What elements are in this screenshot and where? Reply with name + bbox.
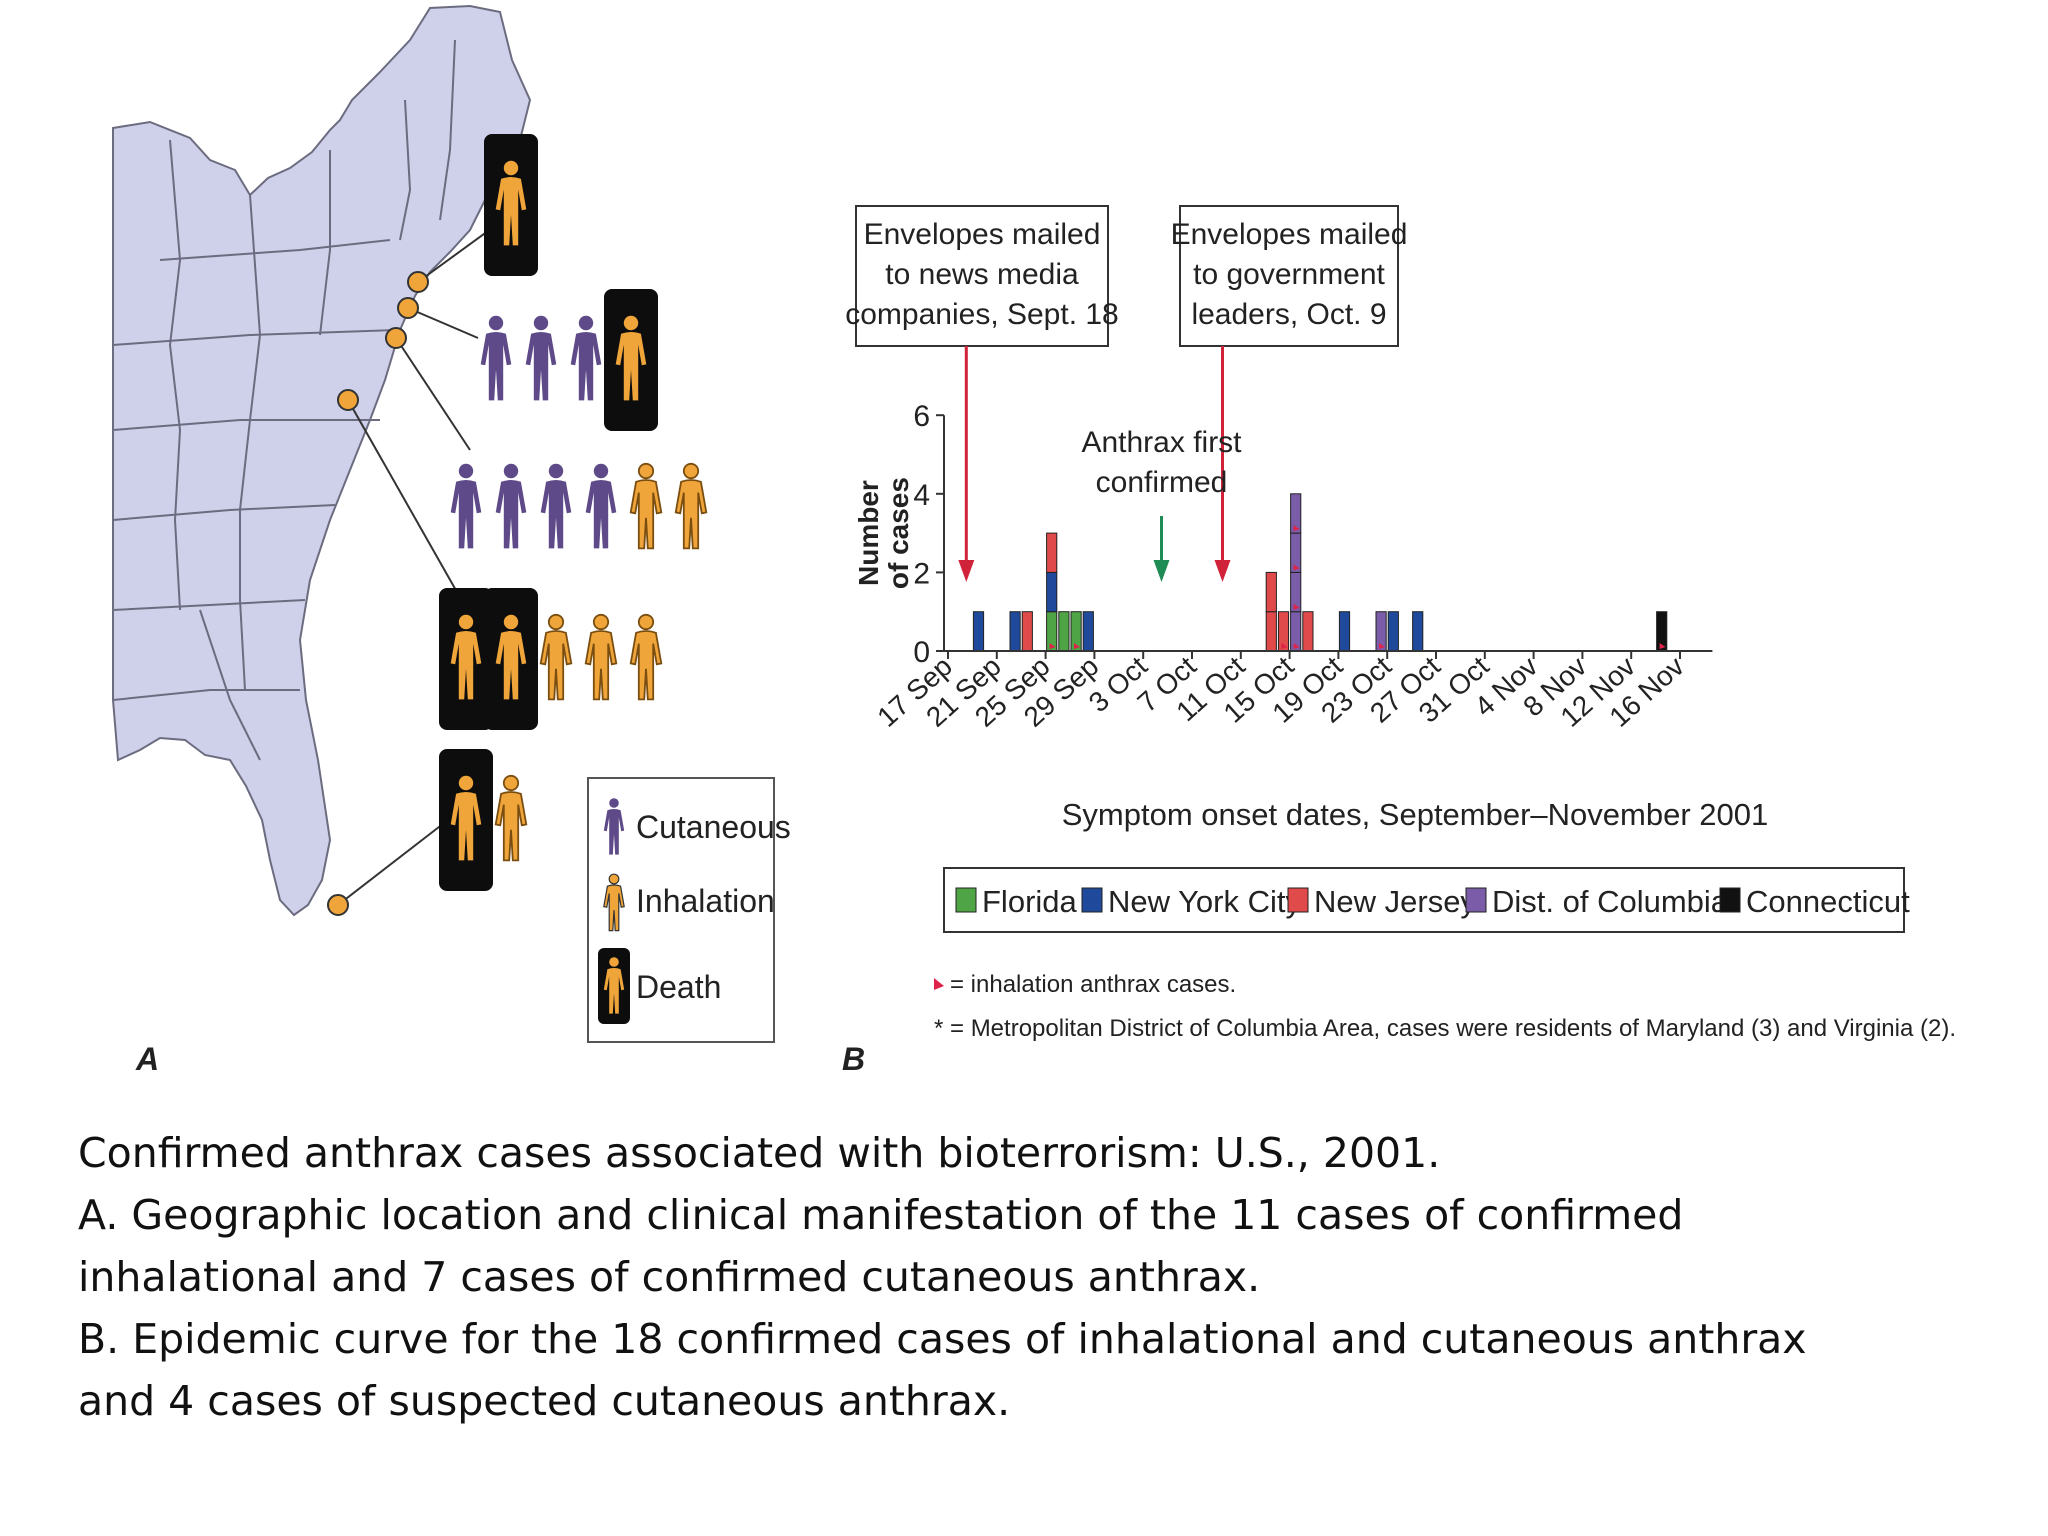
legend-swatch [1719,887,1741,913]
legend-label: New York City [1108,884,1301,919]
bar-segment [1082,611,1094,652]
caption-line: B. Epidemic curve for the 18 confirmed c… [78,1315,1807,1363]
legend-cutaneous-label: Cutaneous [636,809,791,845]
bar-segment [1009,611,1021,652]
footnote-text: = inhalation anthrax cases. [950,971,1236,998]
legend-swatch [1287,887,1309,913]
legend-swatch [1465,887,1487,913]
inhalation-marker [1074,643,1080,649]
bar-segment [1265,611,1277,652]
annotation-arrow-head [1153,560,1170,582]
annotation-box [1179,205,1399,347]
y-tick-label: 2 [913,557,930,590]
footnote-inhalation-marker [934,978,944,990]
cutaneous-case-figure [480,315,512,401]
map-legend: Cutaneous Inhalation Death [587,777,791,1043]
annotation-arrow-head [1214,560,1231,582]
annotation-text: to news media [885,258,1079,291]
annotation-box [855,205,1109,347]
state-borders [112,39,456,761]
y-tick-label: 0 [913,636,930,669]
inhalation-case-figure [494,774,528,862]
inhalation-case-figure [629,613,663,701]
legend-swatch [955,887,977,913]
annotation-text: confirmed [1096,466,1228,499]
inhalation-case-figure [584,613,618,701]
caption-line: and 4 cases of suspected cutaneous anthr… [78,1377,1011,1425]
legend-inhalation-label: Inhalation [636,883,775,919]
inhalation-marker [1281,643,1288,649]
inhalation-case-figure [629,462,663,550]
annotation-text: to government [1193,258,1385,291]
site-markers [327,271,429,916]
cutaneous-case-figure [540,463,572,549]
legend-label: Florida [982,884,1078,919]
eastern-us-map [112,4,532,917]
bar-segment [1265,571,1277,613]
caption-line: Confirmed anthrax cases associated with … [78,1129,1441,1177]
bars [972,493,1668,652]
marker-new-jersey [385,327,407,349]
bar-segment [1058,611,1070,652]
y-tick-label: 6 [913,400,930,433]
cutaneous-case-figure [570,315,602,401]
figure-caption: Confirmed anthrax cases associated with … [78,1122,1978,1432]
bar-segment [1046,532,1058,573]
cutaneous-case-figure [525,315,557,401]
panel-label-b: B [842,1041,865,1077]
marker-new-york-city [397,297,419,319]
cutaneous-case-figure [450,463,482,549]
bar-segment [1021,611,1033,652]
annotation-arrow-head [958,560,975,582]
inhalation-marker [1379,643,1385,649]
annotation-text: Envelopes mailed [1171,218,1408,251]
bar-segment [1412,611,1424,652]
marker-florida [327,894,349,916]
cutaneous-case-figure [495,463,527,549]
inhalation-marker [1293,643,1300,649]
chart-legend: Florida New York City New Jersey Dist. of C… [943,867,1910,933]
site-connectors [337,214,511,906]
legend-label: New Jersey [1314,884,1476,919]
legend-swatch [1081,887,1103,913]
bar-segment [1302,611,1314,652]
map-case-figures [439,134,708,891]
chart-footnotes: = inhalation anthrax cases. * = Metropoli… [934,971,1956,1042]
bar-segment [1290,493,1302,534]
annotation-text: Envelopes mailed [864,218,1101,251]
legend-label: Connecticut [1746,884,1910,919]
x-axis-label: Symptom onset dates, September–November … [1062,797,1769,832]
annotation-text: leaders, Oct. 9 [1191,298,1386,331]
caption-line: A. Geographic location and clinical mani… [78,1191,1684,1239]
inhalation-case-figure [674,462,708,550]
footnote-text: * = Metropolitan District of Columbia Ar… [934,1015,1956,1042]
panel-a-map: Cutaneous Inhalation Death A [112,4,791,1077]
inhalation-marker [1293,564,1300,571]
annotation-text: Anthrax first [1081,426,1242,459]
y-tick-label: 4 [913,479,930,512]
anthrax-figure: Cutaneous Inhalation Death A 0 2 4 6 Numbero… [112,4,1956,1077]
legend-death-label: Death [636,969,721,1005]
cutaneous-case-figure [585,463,617,549]
marker-washington-dc [337,389,359,411]
inhalation-case-figure [539,613,573,701]
bar-segment [972,611,985,652]
inhalation-marker [1049,643,1056,649]
y-axis-label: Numberof cases [853,477,914,589]
inhalation-marker [1293,603,1300,610]
chart-legend-frame [943,867,1905,933]
bar-segment [1338,611,1351,652]
bar-segment [1387,611,1399,652]
panel-label-a: A [135,1041,159,1077]
caption-line: inhalational and 7 cases of confirmed cu… [78,1253,1261,1301]
legend-label: Dist. of Columbia* [1492,884,1740,919]
annotation-text: companies, Sept. 18 [845,298,1119,331]
marker-connecticut [407,271,429,293]
bar-segment [1046,571,1058,613]
inhalation-marker [1659,643,1666,649]
inhalation-marker [1293,525,1300,532]
annotations: Envelopes mailed to news media companies, … [845,205,1408,582]
